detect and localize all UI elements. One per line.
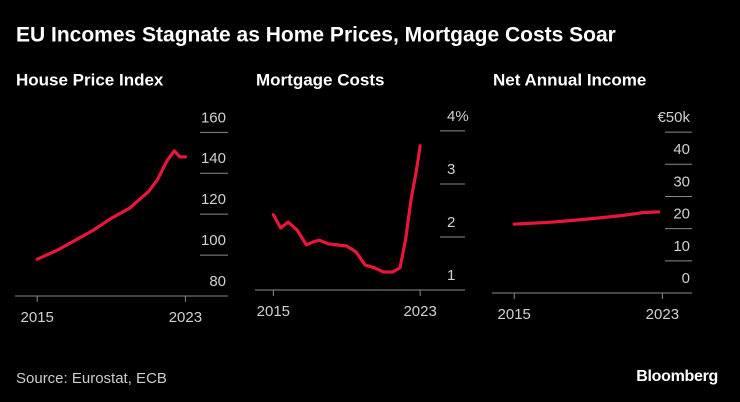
data-line — [512, 210, 661, 226]
data-line — [35, 149, 187, 261]
y-tick-label: 4% — [447, 108, 469, 125]
x-tick-label: 2015 — [257, 303, 290, 320]
panel-title: Mortgage Costs — [256, 70, 384, 89]
x-tick-label: 2023 — [646, 306, 679, 323]
y-tick-label: €50k — [657, 109, 690, 126]
y-tick-label: 1 — [447, 267, 455, 284]
x-tick-label: 2015 — [21, 309, 54, 326]
y-tick-label: 160 — [201, 109, 226, 126]
y-tick-label: 30 — [673, 173, 690, 190]
y-tick-label: 20 — [673, 206, 690, 223]
y-tick-label: 100 — [201, 232, 226, 249]
y-tick-label: 2 — [447, 214, 455, 231]
y-tick-label: 140 — [201, 150, 226, 167]
panel-title: House Price Index — [16, 70, 164, 89]
x-tick-label: 2023 — [169, 309, 202, 326]
y-tick-label: 120 — [201, 191, 226, 208]
y-tick-label: 0 — [682, 270, 690, 287]
source: Source: Eurostat, ECB — [16, 370, 167, 387]
chart-title: EU Incomes Stagnate as Home Prices, Mort… — [16, 24, 616, 47]
y-tick-label: 40 — [673, 141, 690, 158]
y-tick-label: 3 — [447, 161, 455, 178]
brand: Bloomberg — [636, 368, 718, 385]
x-tick-label: 2023 — [403, 303, 436, 320]
data-line — [271, 144, 422, 274]
y-tick-label: 80 — [209, 273, 226, 290]
panel-title: Net Annual Income — [493, 70, 646, 89]
y-tick-label: 10 — [673, 238, 690, 255]
x-tick-label: 2015 — [498, 306, 531, 323]
